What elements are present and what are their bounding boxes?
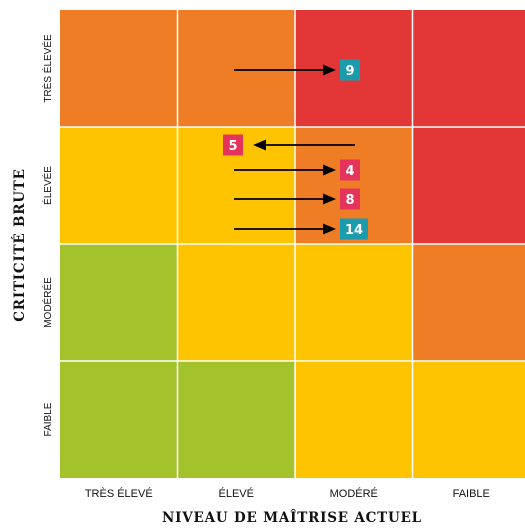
grid-lines [60,10,525,478]
matrix-cell-3-0 [60,361,178,478]
matrix-cell-2-2 [295,244,413,361]
svg-text:4: 4 [345,164,354,179]
svg-text:9: 9 [345,64,354,79]
matrix-cell-3-3 [412,361,525,478]
y-tick-label: MODÉRÉE [41,277,54,328]
y-tick-labels: TRÈS ÉLEVÉE ÉLEVÉE MODÉRÉE FAIBLE [41,34,54,436]
y-tick-label: ÉLEVÉE [41,166,54,205]
risk-badge-5: 5 [223,134,243,156]
x-tick-labels: TRÈS ÉLEVÉ ÉLEVÉ MODÉRÉ FAIBLE [85,487,490,500]
risk-arrow-9 [234,64,336,76]
svg-text:5: 5 [228,139,237,154]
heatmap-cells [60,10,525,478]
matrix-cell-2-1 [177,244,295,361]
risk-badges: 9 5 4 8 14 [223,59,368,240]
x-tick-label: MODÉRÉ [330,487,378,500]
y-tick-label: FAIBLE [43,402,54,436]
risk-arrow-4 [234,164,336,176]
svg-text:14: 14 [345,223,363,238]
risk-badge-8: 8 [340,188,360,210]
risk-arrow-14 [234,223,336,235]
y-axis-label: CRITICITÉ BRUTE [12,168,28,321]
matrix-cell-1-3 [412,127,525,244]
x-axis-label: NIVEAU DE MAÎTRISE ACTUEL [162,510,422,526]
risk-arrow-8 [234,193,336,205]
matrix-cell-3-1 [177,361,295,478]
matrix-cell-0-1 [177,10,295,127]
matrix-cell-0-3 [412,10,525,127]
matrix-cell-1-0 [60,127,178,244]
matrix-cell-3-2 [295,361,413,478]
x-tick-label: ÉLEVÉ [219,487,254,500]
matrix-cell-2-0 [60,244,178,361]
matrix-cell-0-0 [60,10,178,127]
risk-badge-9: 9 [340,59,360,81]
risk-badge-14: 14 [340,218,368,240]
y-tick-label: TRÈS ÉLEVÉE [41,34,54,103]
risk-arrow-5 [253,139,355,151]
risk-arrows [234,64,355,235]
risk-badge-4: 4 [340,159,360,181]
x-tick-label: FAIBLE [453,488,490,500]
x-tick-label: TRÈS ÉLEVÉ [85,487,153,500]
svg-text:8: 8 [345,193,354,208]
matrix-cell-2-3 [412,244,525,361]
